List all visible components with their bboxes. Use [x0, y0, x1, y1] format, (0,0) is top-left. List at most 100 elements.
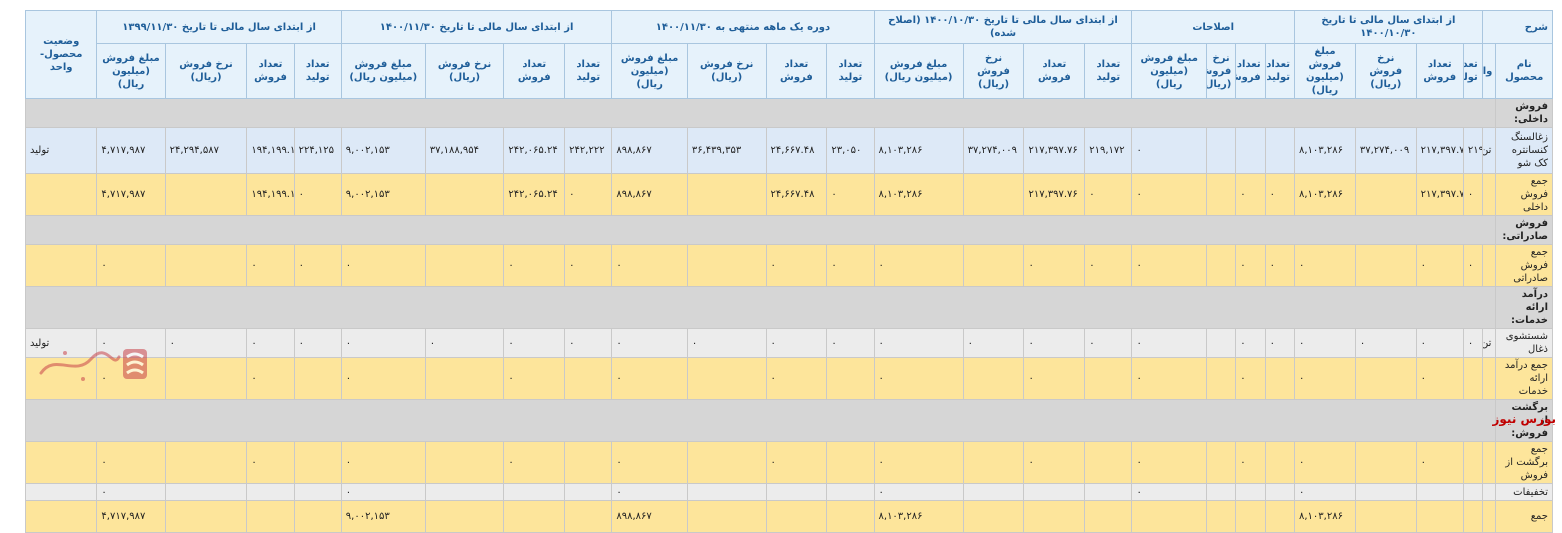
- value-cell: [164, 244, 248, 287]
- value-cell: [1354, 244, 1417, 287]
- table-row: شستشوی ذغالتن۰۰۰۰۰۰۰۰۰۰۰۰۰۰۰۰۰۰۰۰۰۰۰تولی…: [24, 328, 1553, 358]
- table-row: جمع فروش صادراتی ۰ ۰ ۰ ۰ ۰ ۰ ۰ ۰ ۰ ۰ ۰ ۰ ۰ ۰ ۰ ۰ ۰ ۰: [24, 244, 1553, 287]
- value-cell: ۰: [686, 328, 767, 358]
- header-sales-amount: مبلغ فروش (میلیون ریال): [340, 43, 426, 99]
- value-cell: [564, 441, 613, 484]
- value-cell: ۰: [1415, 357, 1464, 400]
- value-cell: ۴,۷۱۷,۹۸۷: [96, 173, 166, 216]
- value-cell: [962, 500, 1025, 533]
- section-filler: [24, 98, 1497, 128]
- value-cell: [293, 500, 342, 533]
- value-cell: ۰: [1235, 441, 1266, 484]
- value-cell: ۲۴۲,۰۶۵.۲۴: [503, 173, 566, 216]
- value-cell: ۰: [1415, 441, 1464, 484]
- header-sales-qty: تعداد فروش: [1415, 43, 1464, 99]
- section-label: فروش داخلی:: [1495, 98, 1553, 128]
- value-cell: ۰: [1415, 244, 1464, 287]
- value-cell: ۴,۷۱۷,۹۸۷: [96, 127, 166, 174]
- section-header-row: درآمد ارائه خدمات:: [24, 286, 1553, 329]
- status-cell: [24, 441, 98, 484]
- product-name-cell: جمع فروش صادراتی: [1495, 244, 1553, 287]
- value-cell: ۲۲۴,۱۲۵: [293, 127, 342, 174]
- table-row: جمع فروش داخلی۰۲۱۷,۳۹۷.۷۶۸,۱۰۳,۲۸۶۰۰۰۰۲۱…: [24, 173, 1553, 216]
- value-cell: [1354, 357, 1417, 400]
- value-cell: ۰: [611, 328, 688, 358]
- section-header-row: فروش داخلی:: [24, 98, 1553, 128]
- table-row: تخفیفات ۰ ۰ ۰ ۰ ۰ ۰: [24, 483, 1553, 501]
- header-sales-rate: نرخ فروش (ریال): [962, 43, 1025, 99]
- value-cell: ۰: [503, 357, 566, 400]
- value-cell: ۹,۰۰۲,۱۵۳: [340, 127, 426, 174]
- report-container: شرح از ابتدای سال مالی تا تاریخ ۱۴۰۰/۱۰/…: [24, 10, 1554, 533]
- header-sales-amount: مبلغ فروش (میلیون ریال): [96, 43, 166, 99]
- unit-cell: [1481, 173, 1497, 216]
- value-cell: ۸۹۸,۸۶۷: [611, 173, 688, 216]
- value-cell: ۰: [873, 328, 964, 358]
- value-cell: ۲۴,۲۹۴,۵۸۷: [164, 127, 248, 174]
- header-group-4: دوره یک ماهه منتهی به ۱۴۰۰/۱۱/۳۰: [611, 10, 875, 44]
- section-filler: [24, 215, 1497, 245]
- value-cell: ۰: [246, 328, 295, 358]
- value-cell: ۰: [293, 244, 342, 287]
- value-cell: ۰: [1462, 244, 1483, 287]
- value-cell: ۰: [1294, 328, 1356, 358]
- value-cell: [1354, 173, 1417, 216]
- value-cell: ۰: [1264, 173, 1296, 216]
- value-cell: [424, 244, 505, 287]
- header-group-2: اصلاحات: [1131, 10, 1295, 44]
- value-cell: [424, 441, 505, 484]
- product-name-cell: جمع درآمد ارائه خدمات: [1495, 357, 1553, 400]
- value-cell: ۲۳,۰۵۰: [826, 127, 875, 174]
- value-cell: ۲۱۹,۱۷۲: [1462, 127, 1483, 174]
- value-cell: ۰: [246, 357, 295, 400]
- value-cell: ۰: [1131, 173, 1207, 216]
- header-production-qty: تعداد تولید: [1084, 43, 1133, 99]
- value-cell: [1023, 483, 1086, 501]
- value-cell: ۰: [1023, 328, 1086, 358]
- value-cell: ۰: [1131, 328, 1207, 358]
- value-cell: [1462, 500, 1483, 533]
- value-cell: [826, 500, 875, 533]
- value-cell: [1205, 328, 1237, 358]
- section-label: درآمد ارائه خدمات:: [1495, 286, 1553, 329]
- header-sales-amount: مبلغ فروش (میلیون ریال): [1294, 43, 1356, 99]
- value-cell: ۲۴,۶۶۷.۴۸: [765, 127, 828, 174]
- status-cell: [24, 500, 98, 533]
- value-cell: ۰: [1462, 173, 1483, 216]
- table-row: جمع درآمد ارائه خدمات ۰ ۰ ۰ ۰ ۰ ۰ ۰ ۰ ۰ ۰ ۰ ۰: [24, 357, 1553, 400]
- value-cell: ۲۴۲,۰۶۵.۲۴: [503, 127, 566, 174]
- value-cell: ۰: [246, 244, 295, 287]
- table-row: زغالسنگ کنسانتره کک شوتن۲۱۹,۱۷۲۲۱۷,۳۹۷.۷…: [24, 127, 1553, 174]
- value-cell: ۰: [873, 244, 964, 287]
- value-cell: [1205, 500, 1237, 533]
- value-cell: ۲۱۹,۱۷۲: [1084, 127, 1133, 174]
- unit-cell: [1481, 244, 1497, 287]
- value-cell: ۰: [96, 244, 166, 287]
- value-cell: [564, 483, 613, 501]
- value-cell: ۲۱۷,۳۹۷.۷۶: [1023, 127, 1086, 174]
- value-cell: [686, 500, 767, 533]
- status-cell: تولید: [24, 328, 98, 358]
- value-cell: [1354, 500, 1417, 533]
- value-cell: ۳۷,۲۷۴,۰۰۹: [1354, 127, 1417, 174]
- header-sales-rate: نرخ فروش (ریال): [424, 43, 505, 99]
- value-cell: [424, 483, 505, 501]
- value-cell: ۰: [611, 441, 688, 484]
- value-cell: [686, 483, 767, 501]
- value-cell: [1205, 244, 1237, 287]
- value-cell: ۰: [765, 357, 828, 400]
- value-cell: ۰: [340, 357, 426, 400]
- sales-report-table: شرح از ابتدای سال مالی تا تاریخ ۱۴۰۰/۱۰/…: [24, 10, 1554, 533]
- value-cell: ۸,۱۰۳,۲۸۶: [1294, 500, 1356, 533]
- unit-cell: تن: [1481, 127, 1497, 174]
- header-sales-rate: نرخ فروش (ریال): [164, 43, 248, 99]
- value-cell: ۸۹۸,۸۶۷: [611, 127, 688, 174]
- value-cell: ۰: [765, 328, 828, 358]
- value-cell: ۴,۷۱۷,۹۸۷: [96, 500, 166, 533]
- value-cell: ۰: [765, 244, 828, 287]
- value-cell: [1235, 127, 1266, 174]
- value-cell: ۰: [1131, 127, 1207, 174]
- header-sales-amount: مبلغ فروش (میلیون ریال): [1131, 43, 1207, 99]
- product-name-cell: تخفیفات: [1495, 483, 1553, 501]
- value-cell: ۰: [1023, 441, 1086, 484]
